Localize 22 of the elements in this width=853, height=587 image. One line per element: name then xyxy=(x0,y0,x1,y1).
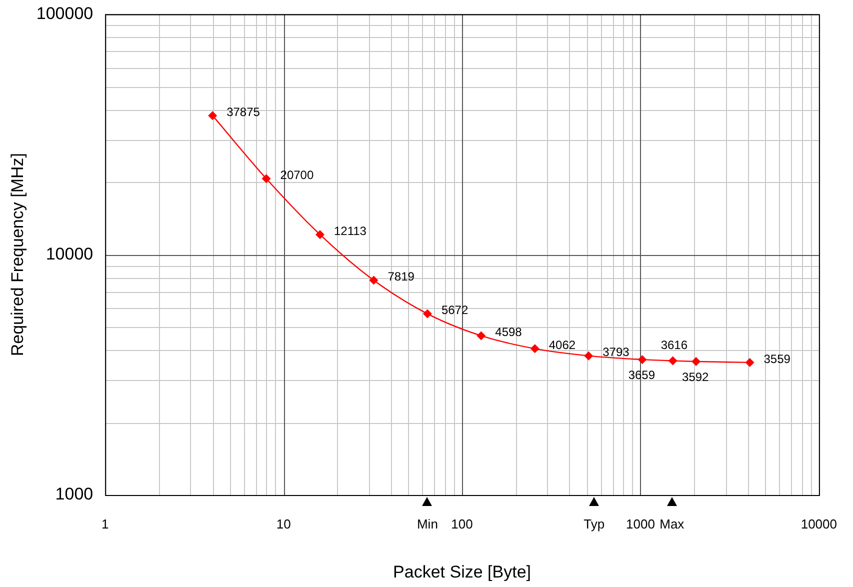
x-tick-label: Min xyxy=(416,516,438,532)
data-label: 3559 xyxy=(764,352,791,366)
y-axis-title: Required Frequency [MHz] xyxy=(8,153,27,356)
x-tick-label: 100 xyxy=(451,516,473,532)
y-tick-label: 100000 xyxy=(36,4,94,23)
y-tick-label: 1000 xyxy=(55,484,94,504)
data-label: 3616 xyxy=(660,338,688,352)
data-label: 4062 xyxy=(548,338,576,352)
data-label: 7819 xyxy=(388,270,415,284)
data-label: 37875 xyxy=(226,104,260,119)
data-label: 3592 xyxy=(682,370,710,384)
x-tick-label: 1000 xyxy=(626,516,655,532)
x-tick-label: 10000 xyxy=(800,516,838,532)
x-axis-title: Packet Size [Byte] xyxy=(393,562,532,582)
x-tick-label: Max xyxy=(660,516,685,532)
data-label: 3793 xyxy=(602,345,630,360)
x-tick-label: 10 xyxy=(276,516,291,532)
x-tick-label: 1 xyxy=(102,516,109,532)
data-label: 4598 xyxy=(495,325,522,340)
data-label: 12113 xyxy=(334,224,367,238)
x-tick-label: Typ xyxy=(584,516,605,532)
y-tick-label: 10000 xyxy=(46,244,94,264)
